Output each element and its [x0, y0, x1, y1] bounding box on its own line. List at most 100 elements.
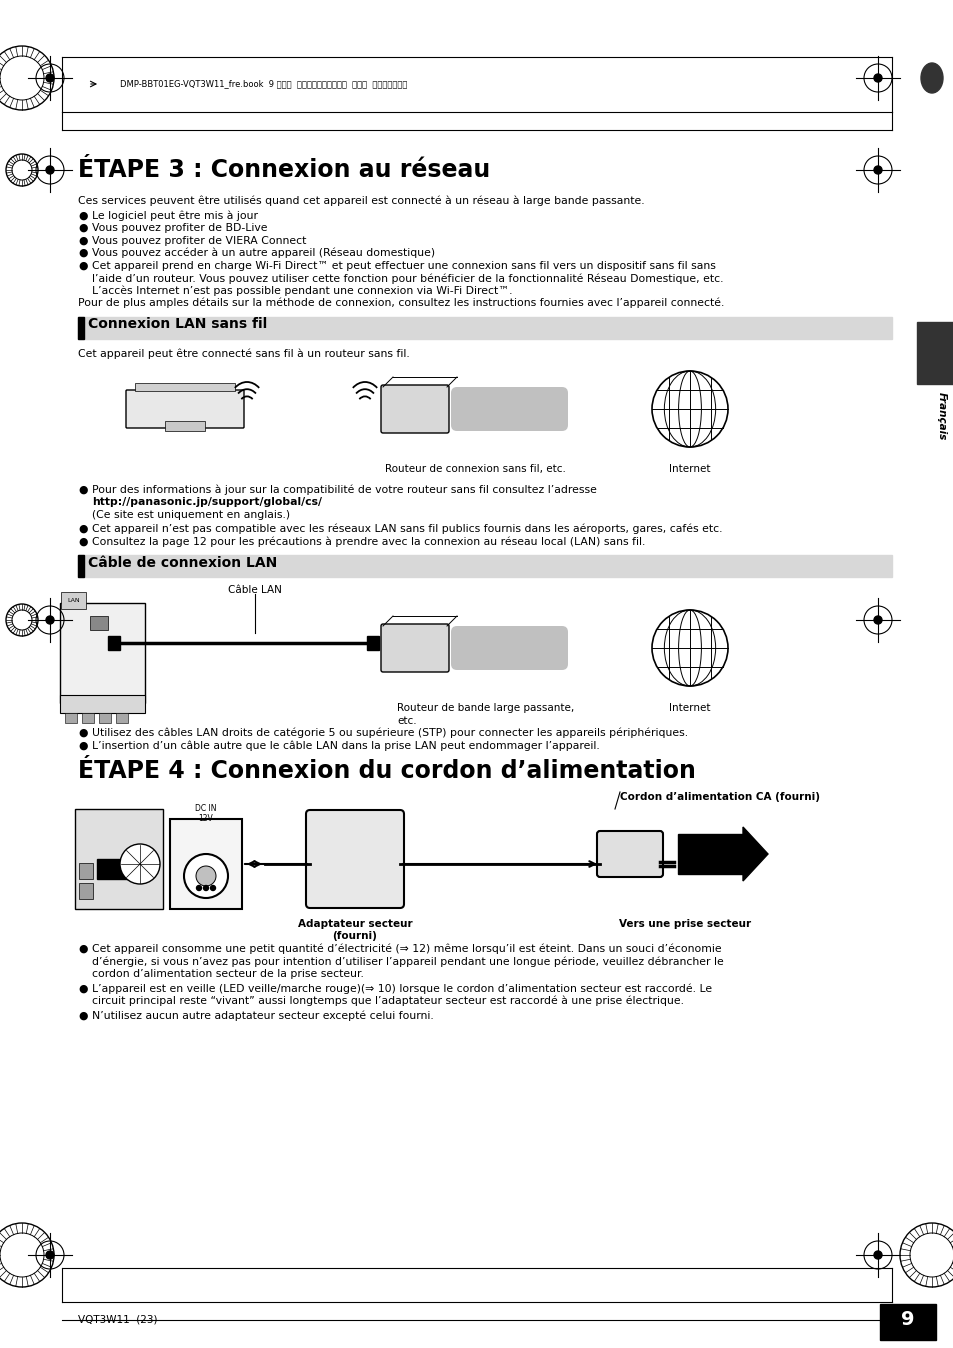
Text: Cordon d’alimentation CA (fourni): Cordon d’alimentation CA (fourni)	[619, 793, 820, 802]
Bar	[60, 603, 145, 704]
Bar	[99, 713, 111, 723]
Text: ●: ●	[78, 222, 88, 233]
Text: l’aide d’un routeur. Vous pouvez utiliser cette fonction pour bénéficier de la f: l’aide d’un routeur. Vous pouvez utilise…	[91, 274, 722, 283]
Bar	[75, 809, 163, 909]
Text: Connexion LAN sans fil: Connexion LAN sans fil	[88, 318, 267, 332]
Circle shape	[120, 844, 160, 884]
Text: cordon d’alimentation secteur de la prise secteur.: cordon d’alimentation secteur de la pris…	[91, 969, 363, 979]
Text: Vous pouvez profiter de BD-Live: Vous pouvez profiter de BD-Live	[91, 222, 267, 233]
Bar	[60, 696, 145, 713]
Text: ●: ●	[78, 248, 88, 257]
Text: ●: ●	[78, 740, 88, 751]
Text: Pour de plus amples détails sur la méthode de connexion, consultez les instructi: Pour de plus amples détails sur la métho…	[78, 298, 723, 309]
Text: http://panasonic.jp/support/global/cs/: http://panasonic.jp/support/global/cs/	[91, 497, 322, 507]
Text: Utilisez des câbles LAN droits de catégorie 5 ou supérieure (STP) pour connecter: Utilisez des câbles LAN droits de catégo…	[91, 728, 687, 739]
Text: (Ce site est uniquement en anglais.): (Ce site est uniquement en anglais.)	[91, 510, 290, 519]
Text: d’énergie, si vous n’avez pas pour intention d’utiliser l’appareil pendant une l: d’énergie, si vous n’avez pas pour inten…	[91, 957, 723, 967]
Text: Cet appareil prend en charge Wi-Fi Direct™ et peut effectuer une connexion sans : Cet appareil prend en charge Wi-Fi Direc…	[91, 260, 715, 271]
Text: Internet: Internet	[669, 464, 710, 474]
Text: Ces services peuvent être utilisés quand cet appareil est connecté à un réseau à: Ces services peuvent être utilisés quand…	[78, 195, 644, 206]
Text: Câble LAN: Câble LAN	[228, 585, 282, 594]
FancyBboxPatch shape	[126, 390, 244, 429]
Text: Vous pouvez profiter de VIERA Connect: Vous pouvez profiter de VIERA Connect	[91, 236, 306, 245]
Circle shape	[873, 166, 882, 174]
Bar	[135, 383, 234, 391]
Bar	[79, 863, 92, 879]
Text: Cet appareil consomme une petit quantité d’électricité (⇒ 12) même lorsqu’il est: Cet appareil consomme une petit quantité…	[91, 944, 720, 954]
Text: Consultez la page 12 pour les précautions à prendre avec la connexion au réseau : Consultez la page 12 pour les précaution…	[91, 537, 644, 547]
FancyBboxPatch shape	[306, 810, 403, 909]
Bar	[97, 859, 132, 879]
FancyBboxPatch shape	[451, 387, 567, 431]
Bar	[78, 317, 84, 338]
Text: L’accès Internet n’est pas possible pendant une connexion via Wi-Fi Direct™.: L’accès Internet n’est pas possible pend…	[91, 286, 512, 297]
Text: L’insertion d’un câble autre que le câble LAN dans la prise LAN peut endommager : L’insertion d’un câble autre que le câbl…	[91, 740, 599, 751]
FancyBboxPatch shape	[380, 624, 449, 673]
Text: Routeur de bande large passante,: Routeur de bande large passante,	[396, 704, 574, 713]
Bar	[78, 317, 891, 338]
Circle shape	[46, 74, 54, 82]
Text: VQT3W11  (23): VQT3W11 (23)	[78, 1316, 157, 1325]
Ellipse shape	[920, 63, 942, 93]
Text: Français: Français	[936, 391, 946, 439]
Text: ●: ●	[78, 984, 88, 993]
Bar	[916, 322, 953, 383]
Circle shape	[196, 886, 201, 891]
Text: LAN: LAN	[67, 599, 79, 603]
Circle shape	[873, 616, 882, 624]
Circle shape	[46, 166, 54, 174]
FancyBboxPatch shape	[597, 830, 662, 878]
Text: Internet: Internet	[669, 704, 710, 713]
Text: ●: ●	[78, 728, 88, 737]
Text: N’utilisez aucun autre adaptateur secteur excepté celui fourni.: N’utilisez aucun autre adaptateur secteu…	[91, 1011, 434, 1020]
Bar	[367, 636, 378, 650]
Bar	[165, 421, 205, 431]
Text: ÉTAPE 3 : Connexion au réseau: ÉTAPE 3 : Connexion au réseau	[78, 158, 490, 182]
Circle shape	[195, 865, 215, 886]
Bar	[82, 713, 94, 723]
Text: Vous pouvez accéder à un autre appareil (Réseau domestique): Vous pouvez accéder à un autre appareil …	[91, 248, 435, 259]
Text: ●: ●	[78, 210, 88, 221]
Circle shape	[46, 1251, 54, 1259]
Polygon shape	[742, 828, 767, 882]
Text: Cet appareil peut être connecté sans fil à un routeur sans fil.: Cet appareil peut être connecté sans fil…	[78, 349, 410, 359]
Text: etc.: etc.	[396, 716, 416, 725]
Text: Pour des informations à jour sur la compatibilité de votre routeur sans fil cons: Pour des informations à jour sur la comp…	[91, 484, 597, 495]
Bar	[65, 713, 77, 723]
Text: ÉTAPE 4 : Connexion du cordon d’alimentation: ÉTAPE 4 : Connexion du cordon d’alimenta…	[78, 759, 695, 783]
Text: ●: ●	[78, 484, 88, 495]
Bar	[879, 1304, 935, 1340]
Text: ●: ●	[78, 236, 88, 245]
Bar	[170, 820, 242, 909]
FancyBboxPatch shape	[380, 386, 449, 433]
Bar	[78, 555, 891, 577]
Bar	[78, 555, 84, 577]
Text: ●: ●	[78, 524, 88, 534]
Circle shape	[651, 371, 727, 448]
Text: Adaptateur secteur
(fourni): Adaptateur secteur (fourni)	[297, 919, 412, 941]
Circle shape	[873, 1251, 882, 1259]
Circle shape	[203, 886, 209, 891]
Bar	[108, 636, 120, 650]
Text: Câble de connexion LAN: Câble de connexion LAN	[88, 555, 277, 570]
Text: DC IN
12V: DC IN 12V	[195, 803, 216, 824]
Text: 9: 9	[901, 1310, 914, 1329]
Text: ●: ●	[78, 1011, 88, 1020]
Bar	[79, 883, 92, 899]
Text: Le logiciel peut être mis à jour: Le logiciel peut être mis à jour	[91, 210, 257, 221]
Text: Routeur de connexion sans fil, etc.: Routeur de connexion sans fil, etc.	[385, 464, 565, 474]
Text: Vers une prise secteur: Vers une prise secteur	[618, 919, 750, 929]
Circle shape	[184, 855, 228, 898]
Text: ●: ●	[78, 260, 88, 271]
Circle shape	[651, 611, 727, 686]
Text: DMP-BBT01EG-VQT3W11_fre.book  9 ページ  ２０１２年４月１１日  水曜日  午後３時１８分: DMP-BBT01EG-VQT3W11_fre.book 9 ページ ２０１２年…	[120, 80, 407, 89]
Text: ●: ●	[78, 537, 88, 546]
Text: L’appareil est en veille (LED veille/marche rouge)(⇒ 10) lorsque le cordon d’ali: L’appareil est en veille (LED veille/mar…	[91, 984, 711, 993]
FancyBboxPatch shape	[451, 625, 567, 670]
Circle shape	[873, 74, 882, 82]
Bar	[116, 713, 128, 723]
Text: ●: ●	[78, 944, 88, 954]
Circle shape	[46, 616, 54, 624]
Text: Cet appareil n’est pas compatible avec les réseaux LAN sans fil publics fournis : Cet appareil n’est pas compatible avec l…	[91, 524, 721, 535]
Bar	[90, 616, 108, 630]
